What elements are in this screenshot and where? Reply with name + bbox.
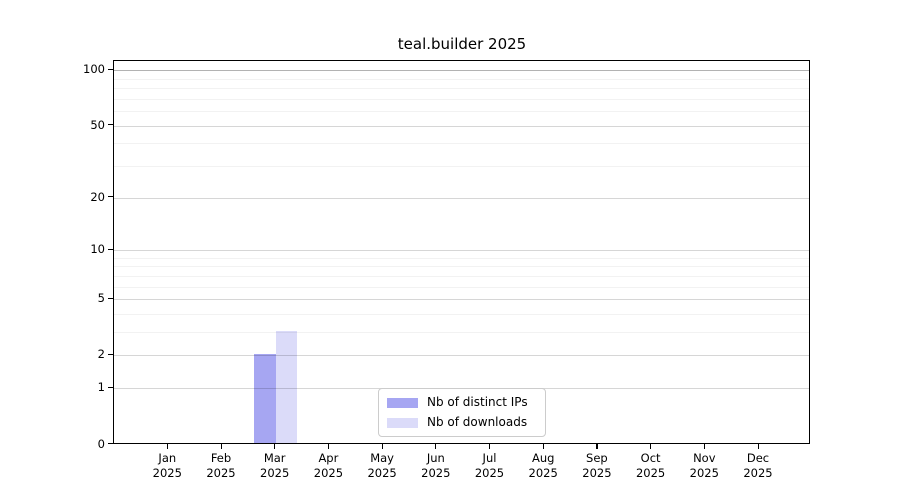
y-gridline-minor [114, 88, 809, 90]
y-tick-label: 20 [90, 189, 105, 204]
y-gridline [114, 125, 809, 127]
x-tick-label: Jun 2025 [421, 451, 451, 480]
y-gridline [114, 250, 809, 252]
x-tick-label: Oct 2025 [635, 451, 666, 480]
y-gridline-minor [114, 166, 809, 167]
x-tick-label: May 2025 [367, 451, 397, 480]
y-tick-label: 100 [83, 62, 105, 77]
y-tick-label: 10 [90, 242, 105, 257]
x-tick-label: Mar 2025 [260, 451, 290, 480]
x-tick-mark [542, 444, 544, 449]
x-tick-label: Jul 2025 [474, 451, 505, 480]
x-tick-mark [381, 444, 383, 449]
x-tick-mark [166, 444, 168, 449]
y-gridline-minor [114, 143, 809, 145]
legend-entry: Nb of downloads [387, 414, 537, 431]
x-tick-mark [596, 444, 598, 449]
plot-area [113, 60, 810, 444]
y-gridline [114, 355, 809, 357]
y-gridline-minor [114, 313, 809, 315]
y-tick-mark [108, 248, 113, 250]
x-tick-mark [220, 444, 222, 449]
y-tick-mark [108, 353, 113, 356]
y-gridline [114, 197, 809, 199]
x-tick-mark [489, 444, 491, 449]
y-tick-label: 5 [97, 291, 105, 306]
y-gridline-minor [114, 332, 809, 334]
x-tick-label: Nov 2025 [689, 451, 719, 480]
y-gridline [114, 70, 809, 72]
bar-downloads [275, 330, 298, 443]
legend-entry: Nb of distinct IPs [387, 394, 537, 411]
y-tick-mark [108, 68, 113, 70]
chart-title: teal.builder 2025 [397, 35, 527, 53]
x-tick-label: Aug 2025 [528, 451, 558, 480]
y-tick-mark [108, 196, 113, 198]
x-tick-label: Sep 2025 [582, 451, 612, 480]
y-tick-mark [108, 124, 113, 126]
x-tick-label: Jan 2025 [152, 451, 182, 480]
x-tick-mark [274, 444, 276, 449]
y-tick-mark [108, 297, 113, 299]
bar-distinct-ips [254, 353, 276, 443]
legend-label: Nb of downloads [427, 415, 528, 429]
x-tick-mark [703, 444, 705, 449]
y-gridline-minor [114, 111, 809, 113]
x-tick-label: Dec 2025 [743, 451, 773, 480]
y-tick-mark [108, 443, 113, 445]
legend-label: Nb of distinct IPs [427, 395, 528, 409]
y-tick-label: 2 [97, 347, 105, 362]
legend: Nb of distinct IPs Nb of downloads [378, 388, 546, 437]
x-tick-mark [757, 444, 759, 449]
y-tick-label: 0 [97, 436, 105, 451]
x-tick-mark [650, 444, 652, 449]
y-gridline-minor [114, 98, 809, 100]
legend-swatch [387, 417, 418, 428]
x-tick-mark [327, 444, 330, 449]
y-gridline-minor [114, 275, 809, 277]
x-tick-label: Feb 2025 [206, 451, 236, 480]
y-gridline-minor [114, 286, 809, 288]
x-tick-label: Apr 2025 [313, 451, 344, 480]
y-tick-mark [108, 386, 113, 388]
y-gridline [114, 299, 809, 301]
y-gridline-minor [114, 266, 809, 268]
y-gridline-minor [114, 257, 809, 259]
legend-swatch [387, 397, 418, 408]
y-tick-label: 50 [90, 117, 105, 132]
y-gridline-minor [114, 78, 809, 80]
x-tick-mark [435, 444, 437, 449]
y-tick-label: 1 [97, 380, 105, 395]
